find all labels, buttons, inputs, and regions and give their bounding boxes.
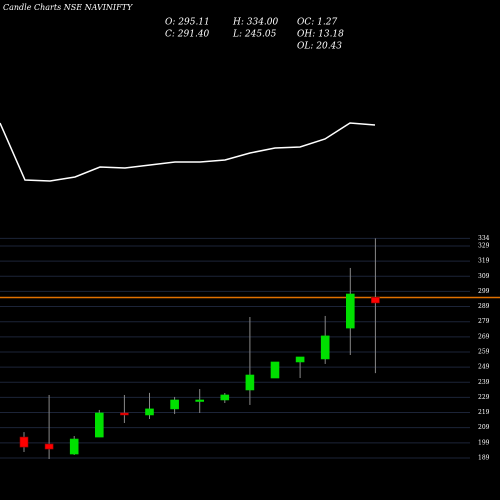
candle-body — [44, 443, 54, 450]
stat-label: C: 291.40 — [165, 30, 210, 40]
candle-body — [270, 361, 280, 379]
stat-label: L: 245.05 — [232, 30, 277, 40]
y-tick-label: 279 — [478, 318, 490, 325]
candle-body — [19, 436, 29, 448]
candle-body — [245, 374, 255, 391]
candle-body — [320, 335, 330, 360]
y-tick-label: 269 — [478, 333, 490, 340]
y-tick-label: 189 — [478, 454, 490, 461]
y-tick-label: 299 — [478, 288, 490, 295]
candle-body — [345, 293, 355, 329]
candle-body — [145, 408, 154, 416]
y-tick-label: 259 — [478, 348, 490, 355]
y-tick-label: 309 — [478, 273, 490, 280]
chart-title: Candle Charts NSE NAVINIFTY — [3, 3, 133, 12]
indicator-line — [0, 122, 376, 182]
stat-label: OH: 13.18 — [297, 30, 344, 40]
stat-label: O: 295.11 — [165, 18, 210, 28]
y-tick-label: 219 — [478, 409, 490, 416]
y-tick-label: 209 — [478, 424, 490, 431]
candle-body — [120, 412, 129, 416]
y-tick-label: 329 — [478, 242, 490, 249]
candle-body — [195, 399, 204, 402]
candle-body — [295, 356, 305, 363]
y-tick-label: 199 — [478, 439, 490, 446]
y-tick-label: 239 — [478, 379, 490, 386]
candle-body — [69, 438, 79, 455]
candle-body — [220, 394, 230, 401]
stat-label: OC: 1.27 — [297, 18, 337, 28]
y-tick-label: 289 — [478, 303, 490, 310]
stat-label: OL: 20.43 — [297, 42, 342, 52]
candle-body — [371, 297, 380, 304]
y-tick-label: 319 — [478, 258, 490, 265]
y-tick-label: 334 — [478, 235, 490, 242]
candle-body — [95, 412, 104, 438]
y-tick-label: 249 — [478, 364, 490, 371]
candle-body — [170, 399, 179, 410]
y-tick-label: 229 — [478, 394, 490, 401]
stat-label: H: 334.00 — [232, 18, 279, 28]
